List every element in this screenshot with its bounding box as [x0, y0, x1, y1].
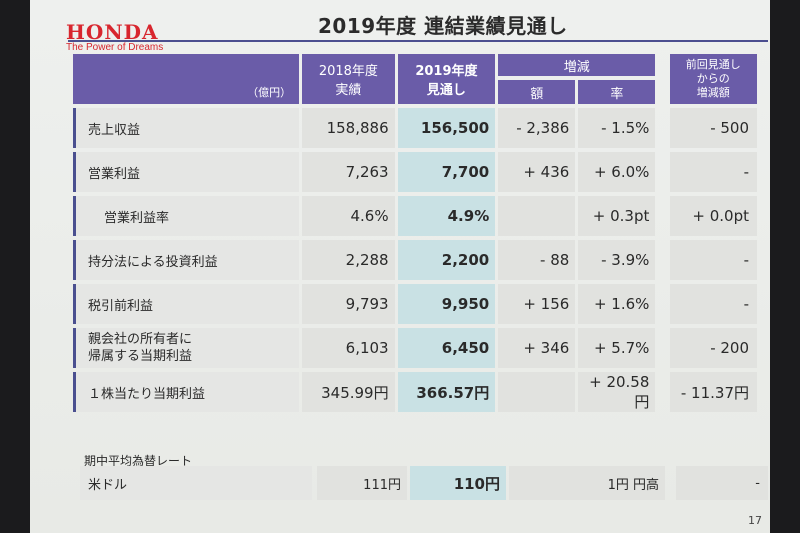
header-prev-line1: 前回見通し [685, 58, 741, 71]
header-2018-line1: 2018年度 [318, 64, 378, 79]
value-2018: 345.99円 [302, 372, 395, 412]
change-amount: + 156 [498, 284, 576, 324]
value-2018: 7,263 [302, 152, 395, 192]
change-amount: - 2,386 [498, 108, 576, 148]
value-2019: 366.57円 [397, 372, 496, 412]
row-label: 営業利益率 [73, 196, 300, 236]
change-amount [498, 196, 576, 236]
value-2019: 156,500 [397, 108, 496, 148]
header-2019-line1: 2019年度 [415, 64, 478, 79]
page-title: 2019年度 連結業績見通し [318, 14, 568, 38]
value-2018: 158,886 [302, 108, 395, 148]
prev-change: - [669, 284, 757, 324]
table-row: 持分法による投資利益 2,288 2,200 - 88 - 3.9% - [73, 240, 757, 280]
page-number: 17 [748, 514, 762, 527]
change-rate: + 6.0% [578, 152, 656, 192]
header-change-amount: 額 [498, 80, 576, 104]
change-amount: + 346 [498, 328, 576, 368]
row-label: 税引前利益 [73, 284, 300, 324]
row-label: 親会社の所有者に 帰属する当期利益 [73, 328, 300, 368]
header-change: 増減 [498, 54, 656, 76]
change-rate: + 1.6% [578, 284, 656, 324]
table-row: 営業利益 7,263 7,700 + 436 + 6.0% - [73, 152, 757, 192]
fx-change: 1円 円高 [509, 466, 665, 500]
table-row: 売上収益 158,886 156,500 - 2,386 - 1.5% - 50… [73, 108, 757, 148]
prev-change: - [669, 152, 757, 192]
value-2019: 4.9% [397, 196, 496, 236]
unit-label: （億円） [73, 54, 300, 104]
change-rate: - 3.9% [578, 240, 656, 280]
row-label: 売上収益 [73, 108, 300, 148]
change-amount: - 88 [498, 240, 576, 280]
prev-change: - 500 [669, 108, 757, 148]
value-2018: 2,288 [302, 240, 395, 280]
fx-2019: 110円 [410, 466, 506, 500]
change-rate: + 5.7% [578, 328, 656, 368]
prev-change: - 200 [669, 328, 757, 368]
header-prev: 前回見通し からの 増減額 [669, 54, 757, 104]
value-2018: 4.6% [302, 196, 395, 236]
prev-change: - [669, 240, 757, 280]
value-2019: 6,450 [397, 328, 496, 368]
value-2018: 9,793 [302, 284, 395, 324]
forecast-table: （億円） 2018年度 実績 2019年度 見通し 増減 前回見通し からの 増… [70, 50, 760, 416]
table-row: １株当たり当期利益 345.99円 366.57円 + 20.58円 - 11.… [73, 372, 757, 412]
title-divider [68, 40, 768, 42]
honda-logo: HONDA The Power of Dreams [66, 20, 163, 53]
header-change-rate: 率 [578, 80, 656, 104]
header-prev-line2: からの [696, 72, 730, 85]
table-row: 営業利益率 4.6% 4.9% + 0.3pt + 0.0pt [73, 196, 757, 236]
header-2019: 2019年度 見通し [397, 54, 496, 104]
value-2019: 7,700 [397, 152, 496, 192]
header-prev-line3: 増減額 [696, 86, 730, 99]
table-row: 税引前利益 9,793 9,950 + 156 + 1.6% - [73, 284, 757, 324]
value-2019: 9,950 [397, 284, 496, 324]
prev-change: - 11.37円 [669, 372, 757, 412]
table-row: 親会社の所有者に 帰属する当期利益 6,103 6,450 + 346 + 5.… [73, 328, 757, 368]
prev-change: + 0.0pt [669, 196, 757, 236]
value-2019: 2,200 [397, 240, 496, 280]
row-label: １株当たり当期利益 [73, 372, 300, 412]
row-label: 持分法による投資利益 [73, 240, 300, 280]
brand-tagline: The Power of Dreams [66, 42, 164, 53]
fx-prev: - [676, 466, 768, 500]
change-rate: + 0.3pt [578, 196, 656, 236]
fx-section-title: 期中平均為替レート [84, 454, 193, 468]
fx-label: 米ドル [80, 466, 312, 500]
header-2018-line2: 実績 [335, 83, 362, 98]
header-spacer [658, 54, 666, 104]
value-2018: 6,103 [302, 328, 395, 368]
header-2018: 2018年度 実績 [302, 54, 395, 104]
change-amount [498, 372, 576, 412]
change-amount: + 436 [498, 152, 576, 192]
row-label: 営業利益 [73, 152, 300, 192]
header-2019-line2: 見通し [426, 83, 466, 98]
fx-row: 米ドル 111円 110円 1円 円高 - [80, 466, 770, 500]
slide: HONDA The Power of Dreams 2019年度 連結業績見通し… [30, 0, 770, 533]
fx-2018: 111円 [317, 466, 407, 500]
change-rate: + 20.58円 [578, 372, 656, 412]
change-rate: - 1.5% [578, 108, 656, 148]
